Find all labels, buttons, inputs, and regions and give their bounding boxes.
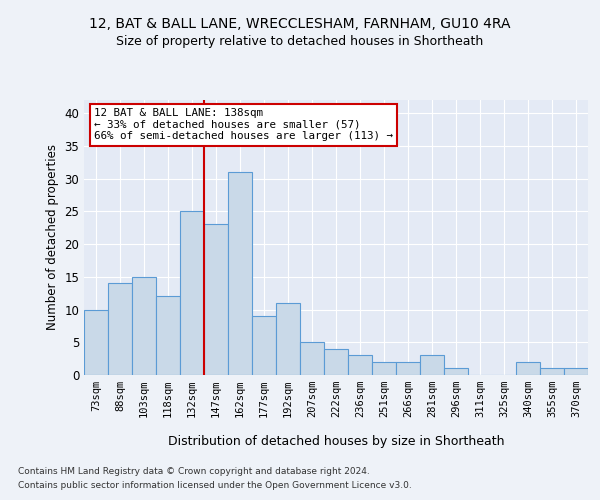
Text: Contains HM Land Registry data © Crown copyright and database right 2024.: Contains HM Land Registry data © Crown c…: [18, 468, 370, 476]
Bar: [324, 349, 348, 375]
Bar: [516, 362, 540, 375]
Y-axis label: Number of detached properties: Number of detached properties: [46, 144, 59, 330]
Bar: [420, 356, 444, 375]
Bar: [372, 362, 396, 375]
Text: 12 BAT & BALL LANE: 138sqm
← 33% of detached houses are smaller (57)
66% of semi: 12 BAT & BALL LANE: 138sqm ← 33% of deta…: [94, 108, 393, 142]
Bar: [180, 212, 204, 375]
Bar: [564, 368, 588, 375]
Bar: [228, 172, 252, 375]
Text: 12, BAT & BALL LANE, WRECCLESHAM, FARNHAM, GU10 4RA: 12, BAT & BALL LANE, WRECCLESHAM, FARNHA…: [89, 18, 511, 32]
Bar: [132, 277, 156, 375]
Bar: [444, 368, 468, 375]
Bar: [156, 296, 180, 375]
Bar: [204, 224, 228, 375]
Text: Distribution of detached houses by size in Shortheath: Distribution of detached houses by size …: [168, 435, 504, 448]
Bar: [300, 342, 324, 375]
Bar: [108, 284, 132, 375]
Bar: [540, 368, 564, 375]
Text: Size of property relative to detached houses in Shortheath: Size of property relative to detached ho…: [116, 35, 484, 48]
Bar: [252, 316, 276, 375]
Bar: [276, 303, 300, 375]
Bar: [84, 310, 108, 375]
Text: Contains public sector information licensed under the Open Government Licence v3: Contains public sector information licen…: [18, 481, 412, 490]
Bar: [348, 356, 372, 375]
Bar: [396, 362, 420, 375]
